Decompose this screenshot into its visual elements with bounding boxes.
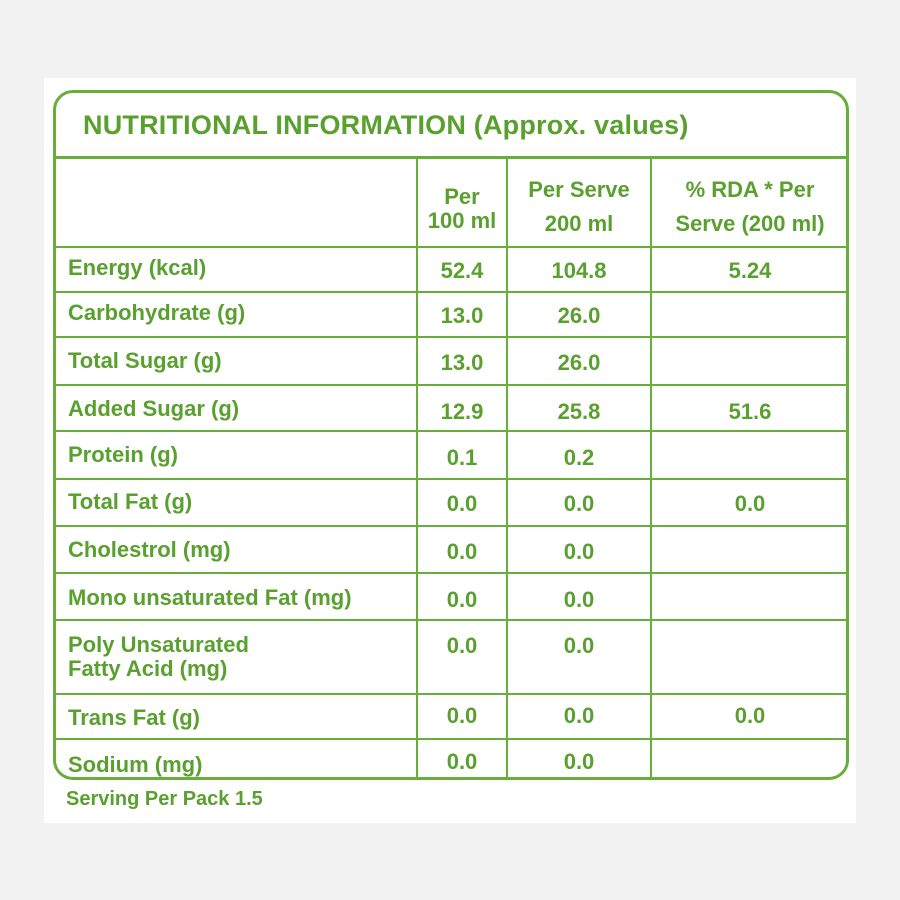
row-divider [56, 430, 846, 432]
column-divider [650, 159, 652, 777]
value-per-100: 0.0 [446, 539, 478, 564]
value-per-serve: 0.2 [563, 445, 595, 470]
value-per-100: 0.0 [446, 703, 478, 728]
value-per-serve: 26.0 [557, 303, 601, 328]
value-per-serve: 0.0 [563, 539, 595, 564]
nutrient-name: Protein (g) [68, 442, 178, 467]
nutrient-name: Added Sugar (g) [68, 396, 240, 421]
row-divider [56, 336, 846, 338]
header-per-100: Per 100 ml [418, 185, 506, 233]
header-rda: % RDA * Per Serve (200 ml) [652, 173, 846, 241]
column-divider [506, 159, 508, 777]
row-divider [56, 738, 846, 740]
value-rda: 0.0 [734, 703, 766, 728]
nutrient-name: Cholestrol (mg) [68, 537, 231, 562]
value-per-serve: 0.0 [563, 587, 595, 612]
nutrient-name: Sodium (mg) [68, 752, 203, 777]
row-divider [56, 619, 846, 621]
panel-title: NUTRITIONAL INFORMATION (Approx. values) [56, 93, 846, 159]
nutrient-name: Carbohydrate (g) [68, 300, 246, 325]
header-per-100-line2: 100 ml [427, 208, 497, 233]
value-per-100: 13.0 [440, 350, 484, 375]
value-per-100: 13.0 [440, 303, 484, 328]
serving-per-pack: Serving Per Pack 1.5 [66, 788, 263, 810]
nutrient-name: Poly Unsaturated Fatty Acid (mg) [68, 633, 249, 681]
value-rda: 51.6 [728, 399, 772, 424]
header-per-serve: Per Serve 200 ml [508, 173, 650, 241]
row-divider [56, 384, 846, 386]
nutrient-name: Total Fat (g) [68, 489, 193, 514]
value-per-serve: 0.0 [563, 491, 595, 516]
nutrition-panel: NUTRITIONAL INFORMATION (Approx. values)… [53, 90, 849, 780]
value-per-serve: 25.8 [557, 399, 601, 424]
value-per-100: 52.4 [440, 258, 484, 283]
header-rda-line1: % RDA * Per [685, 177, 815, 202]
value-per-serve: 0.0 [563, 633, 595, 658]
nutrient-name-line1: Poly Unsaturated [68, 632, 249, 657]
value-per-100: 0.0 [446, 587, 478, 612]
header-per-serve-line1: Per Serve [528, 177, 630, 202]
row-divider [56, 525, 846, 527]
value-per-100: 0.0 [446, 491, 478, 516]
value-per-serve: 104.8 [551, 258, 607, 283]
value-rda: 0.0 [734, 491, 766, 516]
row-divider [56, 572, 846, 574]
nutrient-name-line2: Fatty Acid (mg) [68, 656, 228, 681]
nutrient-name: Mono unsaturated Fat (mg) [68, 585, 352, 610]
nutrient-name: Trans Fat (g) [68, 705, 201, 730]
header-per-serve-line2: 200 ml [544, 211, 614, 236]
value-rda: 5.24 [728, 258, 772, 283]
row-divider [56, 693, 846, 695]
row-divider [56, 246, 846, 248]
nutrient-name: Total Sugar (g) [68, 348, 222, 373]
value-per-serve: 0.0 [563, 749, 595, 774]
row-divider [56, 291, 846, 293]
header-rda-line2: Serve (200 ml) [675, 211, 825, 236]
value-per-serve: 0.0 [563, 703, 595, 728]
header-per-100-line1: Per [444, 184, 480, 209]
nutrient-name: Energy (kcal) [68, 255, 207, 280]
value-per-100: 12.9 [440, 399, 484, 424]
column-divider [416, 159, 418, 777]
value-per-100: 0.0 [446, 749, 478, 774]
value-per-100: 0.0 [446, 633, 478, 658]
row-divider [56, 478, 846, 480]
value-per-serve: 26.0 [557, 350, 601, 375]
value-per-100: 0.1 [446, 445, 478, 470]
